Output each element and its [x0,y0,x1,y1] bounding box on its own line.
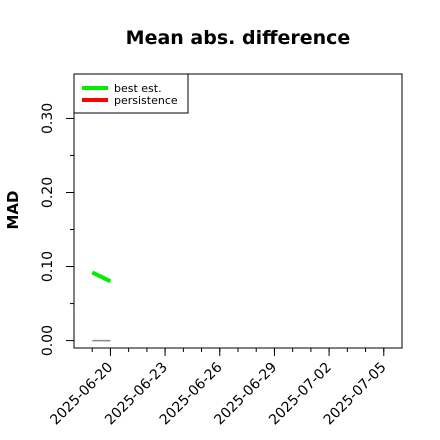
y-tick-label: 0.20 [40,177,56,208]
plot-frame [73,73,403,349]
legend: best est. persistence [73,73,189,114]
y-tick-label: 0.10 [40,251,56,282]
legend-label-persistence: persistence [114,94,178,107]
series-group [91,270,112,342]
x-axis: 2025-06-202025-06-232025-06-262025-06-29… [47,348,390,428]
y-axis-label: MAD [4,191,22,230]
series-line-best-est [91,270,112,284]
y-axis: 0.00 0.10 0.20 0.30 [40,103,74,356]
legend-label-best-est: best est. [114,82,162,95]
y-tick-label: 0.30 [40,103,56,134]
chart-title: Mean abs. difference [126,27,351,49]
legend-box [73,73,189,114]
y-tick-label: 0.00 [40,325,56,356]
